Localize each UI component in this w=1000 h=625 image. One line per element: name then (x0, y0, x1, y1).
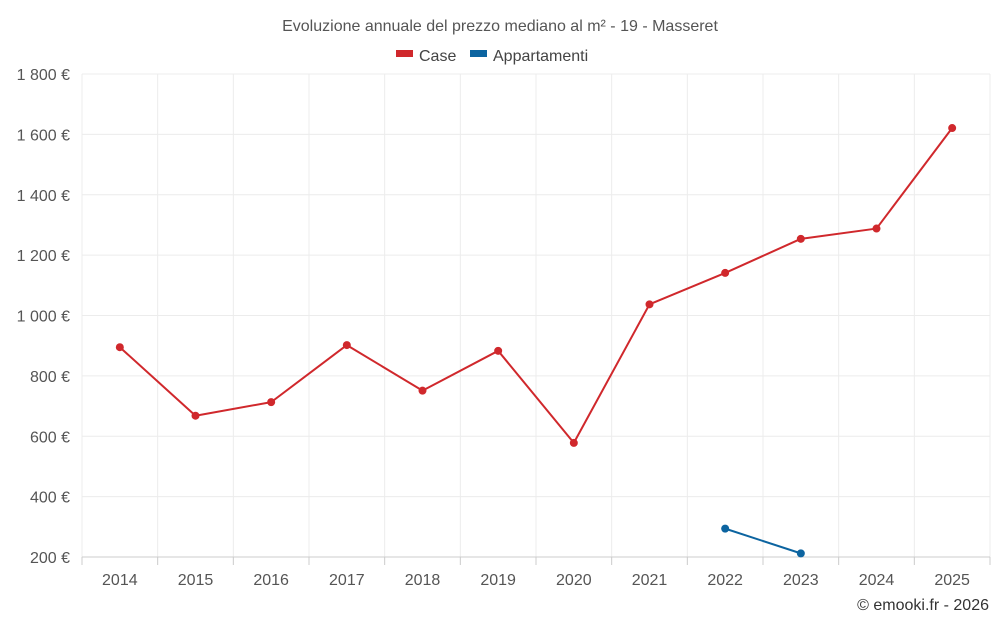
axes: 200 € 400 € 600 € 800 € 1 000 € 1 200 € 1 400 … (17, 67, 991, 589)
y-tick-label: 1 000 € (17, 309, 70, 326)
data-point-case[interactable] (494, 346, 503, 355)
y-tick-label: 200 € (30, 550, 70, 567)
data-point-case[interactable] (191, 411, 200, 420)
data-point-case[interactable] (418, 386, 427, 395)
legend-label-appartamenti: Appartamenti (493, 48, 588, 65)
data-point-appartamenti[interactable] (721, 524, 730, 533)
data-point-case[interactable] (645, 300, 654, 309)
y-tick-label: 1 800 € (17, 67, 70, 84)
series-line-appartamenti (724, 527, 802, 555)
legend-swatch-case (396, 50, 413, 57)
data-point-appartamenti[interactable] (796, 549, 805, 558)
y-tick-label: 1 200 € (17, 248, 70, 265)
series (115, 124, 957, 558)
data-point-case[interactable] (342, 341, 351, 350)
x-tick-label: 2020 (556, 572, 592, 589)
x-tick-label: 2014 (102, 572, 138, 589)
data-point-case[interactable] (721, 268, 730, 277)
series-line-case (119, 127, 953, 444)
legend-swatch-appartamenti (470, 50, 487, 57)
data-point-case[interactable] (948, 124, 957, 133)
legend: Case Appartamenti (396, 48, 588, 65)
y-tick-label: 800 € (30, 369, 70, 386)
x-tick-label: 2018 (405, 572, 441, 589)
legend-item-appartamenti[interactable]: Appartamenti (470, 48, 588, 65)
x-tick-label: 2016 (253, 572, 289, 589)
x-tick-label: 2025 (934, 572, 970, 589)
legend-label-case: Case (419, 48, 456, 65)
y-tick-label: 400 € (30, 490, 70, 507)
x-tick-label: 2023 (783, 572, 819, 589)
y-tick-label: 1 400 € (17, 188, 70, 205)
x-tick-label: 2019 (480, 572, 516, 589)
data-point-case[interactable] (569, 438, 578, 447)
legend-item-case[interactable]: Case (396, 48, 456, 65)
x-tick-label: 2022 (707, 572, 743, 589)
data-point-case[interactable] (796, 234, 805, 243)
chart-title: Evoluzione annuale del prezzo mediano al… (282, 18, 718, 35)
x-tick-label: 2021 (632, 572, 668, 589)
grid (81, 73, 991, 557)
y-tick-label: 1 600 € (17, 127, 70, 144)
x-tick-label: 2015 (178, 572, 214, 589)
data-point-case[interactable] (872, 224, 881, 233)
data-point-case[interactable] (115, 343, 124, 352)
x-tick-label: 2017 (329, 572, 365, 589)
x-tick-label: 2024 (859, 572, 895, 589)
data-point-case[interactable] (267, 398, 276, 407)
y-tick-label: 600 € (30, 429, 70, 446)
credit-text: © emooki.fr - 2026 (857, 597, 989, 614)
